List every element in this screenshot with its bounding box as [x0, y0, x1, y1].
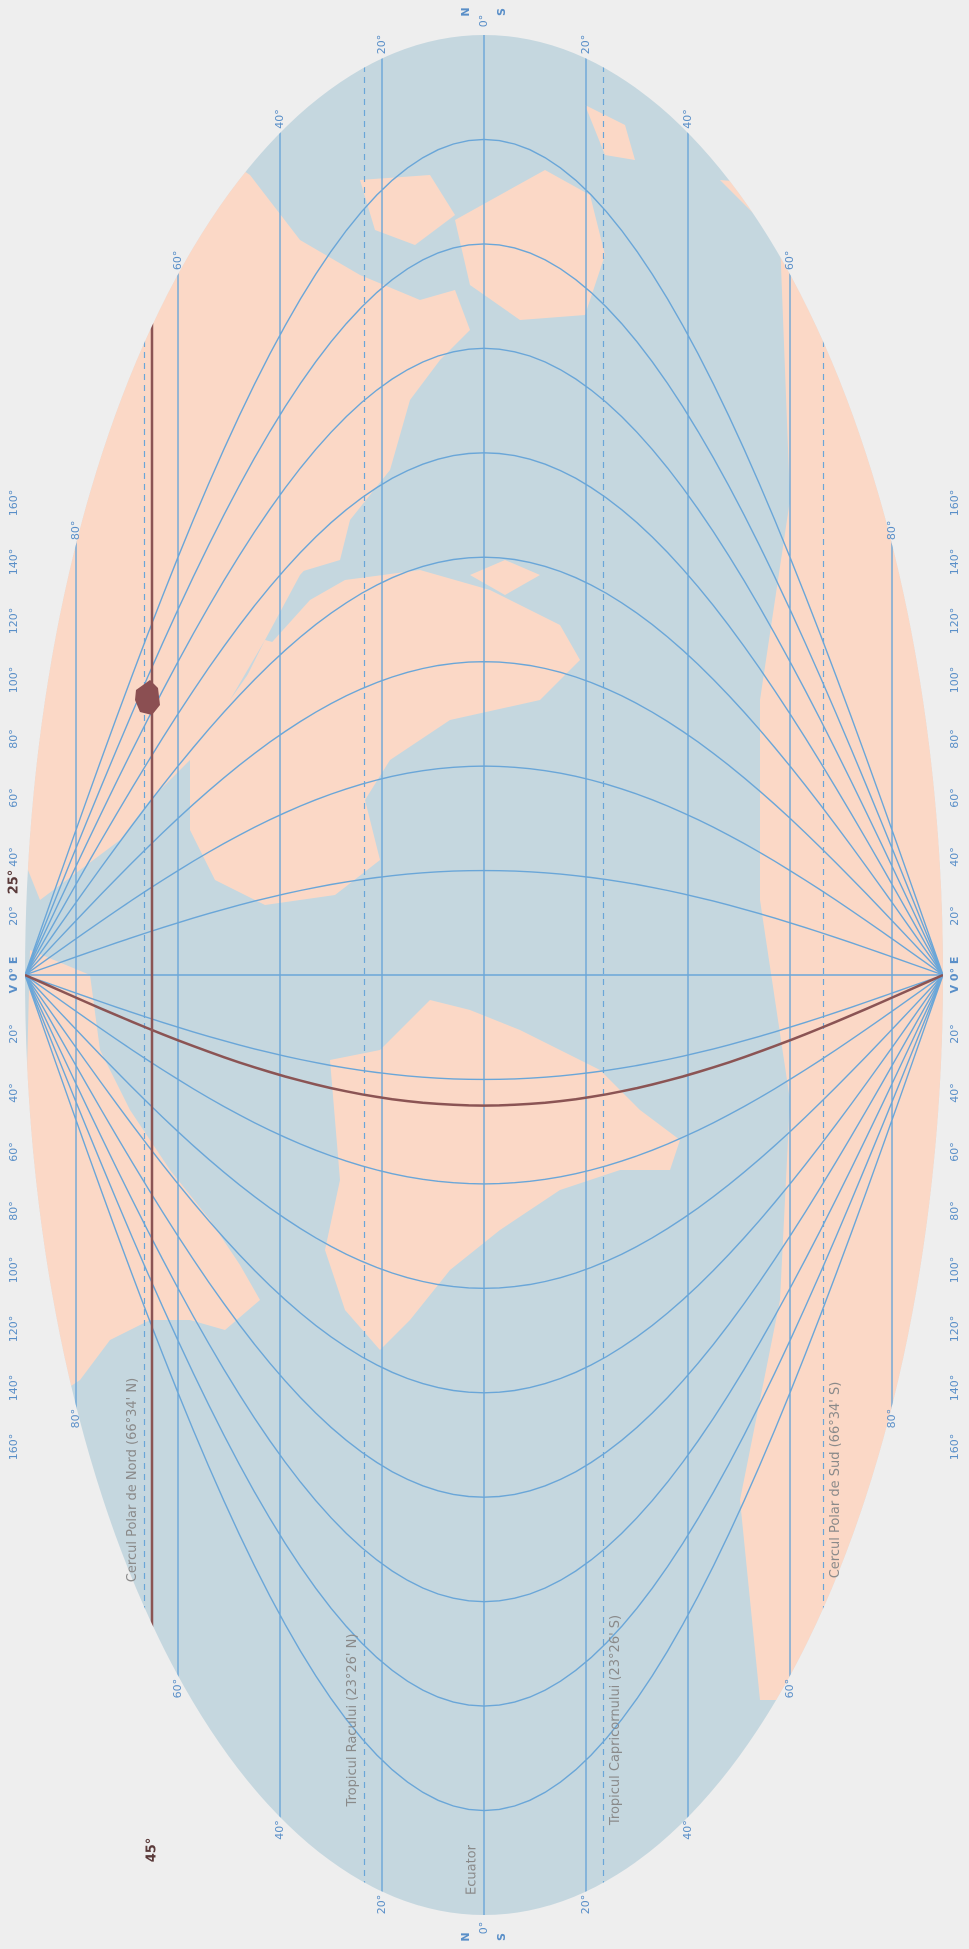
meridian-line — [25, 974, 943, 1185]
parallel-label-left: 0° — [477, 15, 490, 28]
tropic-capricorn-label: Tropicul Capricornului (23°26' S) — [608, 1615, 623, 1826]
meridian-line — [25, 556, 943, 976]
meridian-label-top: 20° — [7, 906, 20, 926]
landmass-africa — [190, 570, 580, 905]
meridian-line — [25, 869, 943, 976]
labels: 80° 80° 60° 60° 40° 40° 20° 20° 0° 0° 20° 20° 40° 40°… — [7, 7, 962, 1941]
highlight-lines — [25, 125, 943, 1825]
meridian-label-bottom: 80° — [948, 729, 961, 749]
landmass-new-zealand — [585, 105, 635, 160]
prime-meridian-label-bottom: V 0° E — [948, 957, 961, 994]
equator-label: Ecuator — [465, 1844, 480, 1895]
parallel-label-left: 60° — [783, 251, 796, 271]
parallel-label-left: 40° — [681, 109, 694, 129]
landmass-greenland — [25, 1420, 95, 1590]
parallel-label-left: 20° — [579, 35, 592, 55]
antarctic-circle-label: Cercul Polar de Sud (66°34' S) — [828, 1382, 843, 1579]
pole-label-north: N — [459, 1932, 472, 1941]
meridian-label-top: 140° — [7, 549, 20, 576]
meridian-label-bottom: 60° — [948, 788, 961, 808]
meridian-line — [25, 765, 943, 976]
parallel-label-right: 40° — [681, 1820, 694, 1840]
pole-label-south: S — [495, 1933, 508, 1941]
parallel-label-right: 20° — [375, 1895, 388, 1915]
meridian-line — [25, 974, 943, 1603]
parallel-label-left: 80° — [69, 521, 82, 541]
graticule — [25, 35, 943, 1915]
meridian-line — [25, 974, 943, 1394]
meridian-label-bottom: 20° — [948, 1024, 961, 1044]
meridian-label-top: 60° — [7, 1142, 20, 1162]
meridian-label-bottom: 40° — [948, 847, 961, 867]
arctic-circle-label: Cercul Polar de Nord (66°34' N) — [125, 1378, 140, 1582]
meridian-label-top: 120° — [7, 608, 20, 635]
meridian-line — [25, 974, 943, 1707]
meridian-label-top: 40° — [7, 1083, 20, 1103]
meridian-label-bottom: 140° — [948, 1375, 961, 1402]
meridian-label-bottom: 20° — [948, 906, 961, 926]
meridian-label-bottom: 80° — [948, 1201, 961, 1221]
meridian-label-bottom: 140° — [948, 549, 961, 576]
meridian-line — [25, 974, 943, 1812]
meridian-label-top: 160° — [7, 1434, 20, 1461]
meridian-label-top: 80° — [7, 729, 20, 749]
meridian-label-top: 140° — [7, 1375, 20, 1402]
meridian-label-bottom: 40° — [948, 1083, 961, 1103]
parallel-label-left: 20° — [375, 35, 388, 55]
parallel-label-right: 0° — [477, 1922, 490, 1935]
meridian-line — [25, 660, 943, 976]
meridian-label-top: 80° — [7, 1201, 20, 1221]
parallel-label-right: 20° — [579, 1895, 592, 1915]
meridian-label-bottom: 100° — [948, 1257, 961, 1284]
prime-meridian-label-top: V 0° E — [7, 957, 20, 994]
landmass-madagascar — [470, 560, 540, 595]
meridian-line — [25, 347, 943, 976]
meridian-line — [25, 138, 943, 976]
meridian-line — [25, 974, 943, 1081]
landmass-australia — [455, 170, 605, 320]
meridian-label-bottom: 120° — [948, 1316, 961, 1343]
parallel-label-left: 80° — [885, 521, 898, 541]
meridian-label-top: 100° — [7, 667, 20, 694]
landmass-se-asia — [360, 175, 455, 245]
meridian-label-top: 100° — [7, 1257, 20, 1284]
pole-label-north: N — [459, 7, 472, 16]
parallel-label-left: 40° — [273, 109, 286, 129]
meridian-label-bottom: 60° — [948, 1142, 961, 1162]
parallel-label-right: 60° — [171, 1679, 184, 1699]
meridian-label-bottom: 160° — [948, 490, 961, 517]
meridian-label-bottom: 100° — [948, 667, 961, 694]
parallel-label-right: 60° — [783, 1679, 796, 1699]
parallel-label-right: 80° — [69, 1409, 82, 1429]
meridian-label-bottom: 120° — [948, 608, 961, 635]
meridian-label-top: 120° — [7, 1316, 20, 1343]
pole-label-south: S — [495, 8, 508, 16]
landmass-india — [230, 490, 350, 575]
meridian-label-bottom: 160° — [948, 1434, 961, 1461]
tropic-cancer-label: Tropicul Racului (23°26' N) — [345, 1634, 360, 1808]
meridian-line — [25, 243, 943, 976]
parallel-label-right: 80° — [885, 1409, 898, 1429]
romania-shape — [135, 680, 160, 715]
parallel-label-left: 60° — [171, 251, 184, 271]
meridian-line — [25, 974, 943, 1290]
longitude-25-line — [25, 973, 943, 1107]
meridian-label-top: 60° — [7, 788, 20, 808]
landmass-north-america — [25, 950, 260, 1400]
parallel-label-right: 40° — [273, 1820, 286, 1840]
meridian-label-top: 20° — [7, 1024, 20, 1044]
meridian-line — [25, 452, 943, 976]
meridian-line — [25, 974, 943, 1498]
landmass-south-america — [325, 1000, 680, 1350]
latitude-45-label: 45° — [145, 1838, 160, 1863]
meridian-label-top: 160° — [7, 490, 20, 517]
meridian-label-top: 40° — [7, 847, 20, 867]
longitude-25-label: 25° — [7, 870, 22, 895]
